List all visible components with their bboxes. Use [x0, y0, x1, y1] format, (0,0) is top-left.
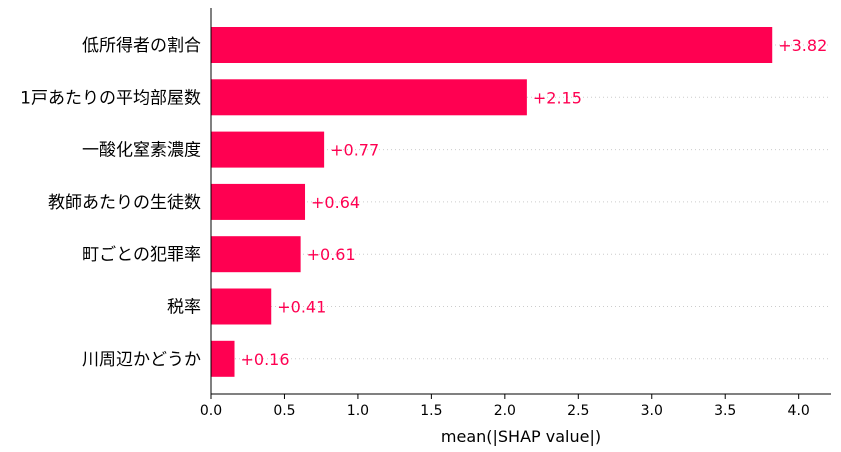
category-label: 1戸あたりの平均部屋数 — [20, 88, 201, 108]
bar-value-label: +3.82 — [778, 36, 827, 55]
x-tick-label: 1.0 — [347, 403, 369, 419]
bar-value-label: +0.41 — [277, 298, 326, 317]
category-label: 川周辺かどうか — [82, 350, 201, 370]
bar-value-label: +0.16 — [241, 350, 290, 369]
bar-value-label: +0.61 — [307, 245, 356, 264]
category-label: 税率 — [167, 298, 201, 318]
x-axis-title: mean(|SHAP value|) — [441, 427, 601, 446]
bar-value-label: +0.77 — [330, 141, 379, 160]
bar-value-label: +0.64 — [311, 193, 360, 212]
x-tick-label: 3.0 — [641, 403, 663, 419]
x-tick-label: 1.5 — [420, 403, 442, 419]
x-axis-ticks: 0.0 0.5 1.0 1.5 2.0 2.5 3.0 3.5 4.0 — [200, 394, 810, 419]
bar — [211, 236, 301, 273]
x-tick-label: 2.0 — [494, 403, 516, 419]
bar — [211, 27, 773, 63]
category-label: 低所得者の割合 — [82, 36, 201, 56]
bar — [211, 340, 235, 377]
bar — [211, 131, 325, 168]
category-label: 一酸化窒素濃度 — [82, 141, 201, 161]
x-tick-label: 3.5 — [714, 403, 736, 419]
category-label: 町ごとの犯罪率 — [82, 245, 201, 265]
category-labels: 低所得者の割合 1戸あたりの平均部屋数一酸化窒素濃度教師あたりの生徒数町ごとの犯罪… — [20, 36, 201, 370]
category-label: 教師あたりの生徒数 — [48, 193, 201, 213]
bar — [211, 183, 306, 220]
x-tick-label: 0.5 — [273, 403, 295, 419]
bar — [211, 79, 527, 116]
bars — [211, 27, 773, 377]
x-tick-label: 2.5 — [567, 403, 589, 419]
bar — [211, 288, 272, 325]
x-tick-label: 0.0 — [200, 403, 222, 419]
bar-value-label: +2.15 — [533, 88, 582, 107]
value-labels: +3.82 +2.15 +0.77 +0.64 +0.61 +0.41 +0.16 — [241, 36, 828, 369]
x-tick-label: 4.0 — [788, 403, 810, 419]
